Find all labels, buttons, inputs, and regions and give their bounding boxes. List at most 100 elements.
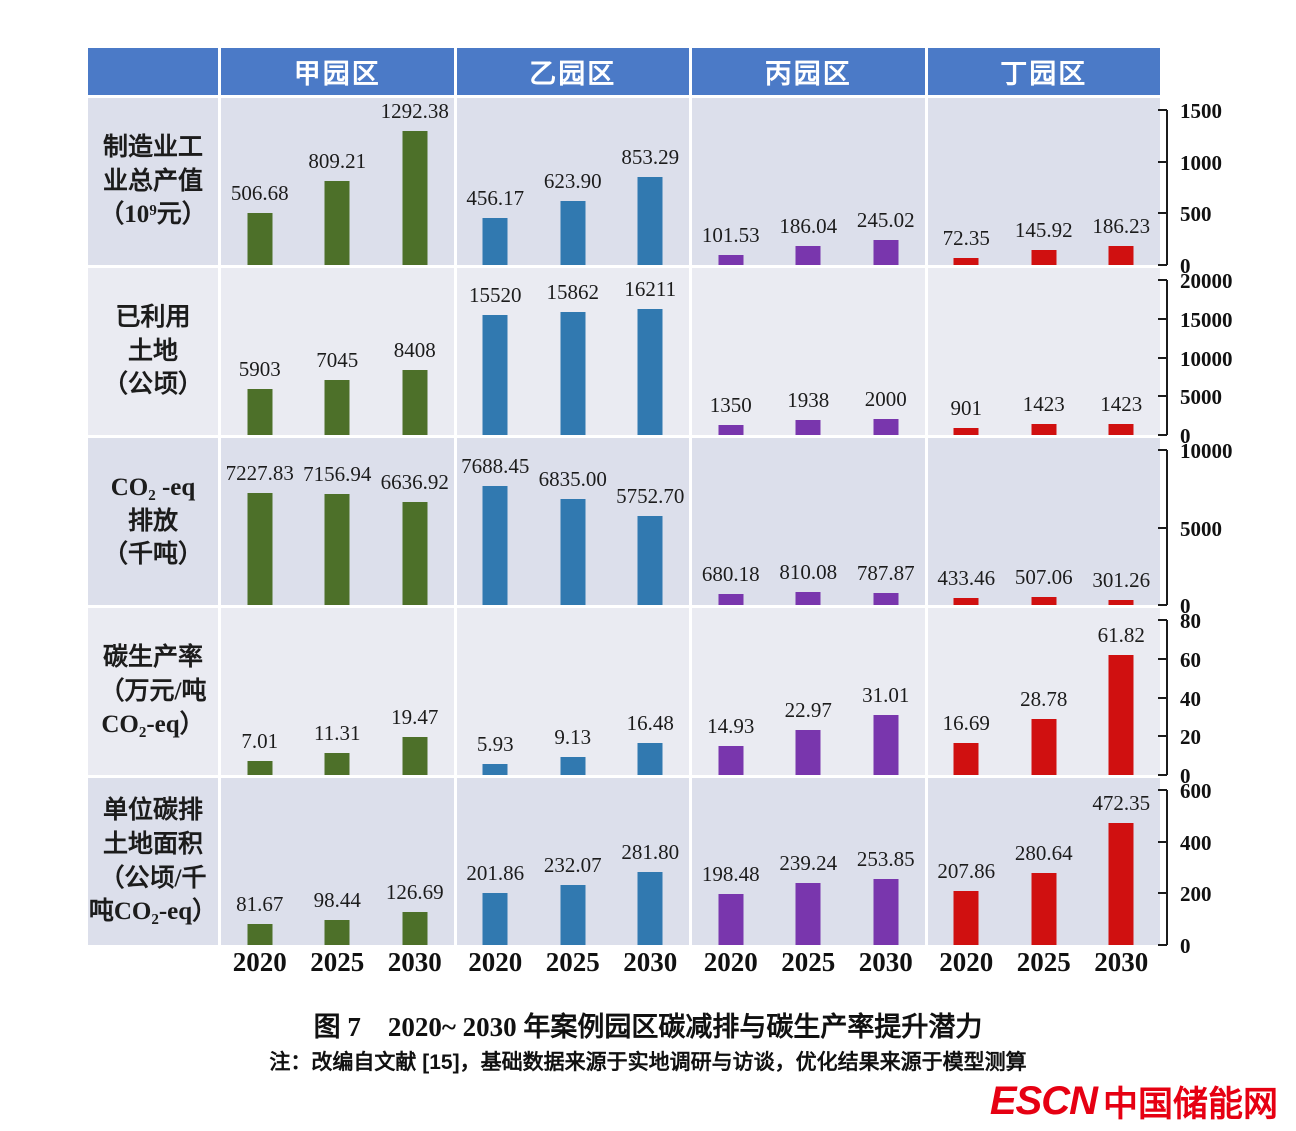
bar-2025 bbox=[795, 730, 821, 775]
x-axis-year-label: 2030 bbox=[623, 947, 678, 977]
bar-2020 bbox=[482, 486, 508, 605]
bar-value-label: 623.90 bbox=[543, 169, 602, 193]
bar-2025 bbox=[324, 181, 350, 265]
bar-value-label: 101.53 bbox=[701, 223, 760, 247]
bar-value-label: 19.47 bbox=[391, 705, 439, 729]
bar-value-label: 506.68 bbox=[230, 181, 289, 205]
bar-value-label: 1350 bbox=[709, 393, 752, 417]
bar-value-label: 16.69 bbox=[942, 711, 990, 735]
bar-value-label: 16211 bbox=[624, 277, 677, 301]
bar-2020 bbox=[482, 893, 508, 945]
panel-1-丁园区: 72.35 145.92 186.23 bbox=[927, 98, 1160, 265]
panel-3-丙园区: 680.18 810.08 787.87 bbox=[692, 438, 925, 605]
bar-2025 bbox=[1031, 424, 1057, 435]
metric-label-line: CO₂ -eq bbox=[110, 473, 196, 501]
metric-label-line: （千吨） bbox=[102, 541, 203, 569]
bar-2030 bbox=[1108, 246, 1134, 265]
bar-value-label: 28.78 bbox=[1020, 687, 1068, 711]
bar-2025 bbox=[324, 380, 350, 435]
metric-label-line: 吨CO₂-eq） bbox=[88, 898, 218, 926]
year-slot: 2020 bbox=[457, 949, 535, 985]
metric-row-1: 制造业工 业总产值 （10⁹元） 506.68 809.21 1292.38 456.17 6… bbox=[88, 98, 1160, 265]
bar-value-label: 1938 bbox=[787, 388, 830, 412]
bar-slot: 15862 bbox=[534, 268, 612, 435]
bar-value-label: 186.23 bbox=[1092, 214, 1151, 238]
bar-slot: 7227.83 bbox=[221, 438, 299, 605]
bar-value-label: 809.21 bbox=[308, 149, 367, 173]
bar-slot: 253.85 bbox=[847, 778, 925, 945]
y-axis-tick-label: 200 bbox=[1180, 882, 1212, 907]
y-axis-tick-label: 1500 bbox=[1180, 99, 1222, 123]
metric-label-line: 已利用 bbox=[115, 303, 191, 331]
y-axis-tick bbox=[1158, 434, 1167, 436]
bar-slot: 15520 bbox=[457, 268, 535, 435]
bar-slot: 207.86 bbox=[928, 778, 1006, 945]
metric-row-3: CO₂ -eq 排放 （千吨） 7227.83 7156.94 6636.92 7688.4… bbox=[88, 438, 1160, 605]
bar-value-label: 186.04 bbox=[779, 214, 838, 238]
header-corner-cell bbox=[88, 48, 218, 95]
panel-4-甲园区: 7.01 11.31 19.47 bbox=[221, 608, 454, 775]
bar-slot: 16.69 bbox=[928, 608, 1006, 775]
bar-2020 bbox=[953, 428, 979, 435]
y-axis-tick bbox=[1158, 395, 1167, 398]
panel-2-乙园区: 15520 15862 16211 bbox=[456, 268, 689, 435]
bar-slot: 680.18 bbox=[692, 438, 770, 605]
panel-3-丁园区: 433.46 507.06 301.26 bbox=[927, 438, 1161, 605]
y-axis-tick-label: 80 bbox=[1180, 609, 1201, 633]
panel-4-丙园区: 14.93 22.97 31.01 bbox=[692, 608, 925, 775]
bar-slot: 1938 bbox=[770, 268, 848, 435]
bar-2020 bbox=[247, 924, 273, 945]
bar-2030 bbox=[873, 593, 899, 605]
bar-value-label: 253.85 bbox=[856, 847, 915, 871]
year-slot: 2025 bbox=[770, 949, 848, 985]
bar-slot: 14.93 bbox=[692, 608, 770, 775]
bar-2030 bbox=[637, 743, 663, 775]
park-header-4: 丁园区 bbox=[927, 48, 1160, 95]
y-axis-tick bbox=[1158, 892, 1167, 895]
bar-slot: 61.82 bbox=[1083, 608, 1161, 775]
bar-slot: 281.80 bbox=[612, 778, 690, 945]
bar-2030 bbox=[1108, 424, 1134, 435]
bar-value-label: 14.93 bbox=[707, 714, 755, 738]
bar-2025 bbox=[560, 201, 586, 265]
bar-2020 bbox=[953, 891, 979, 945]
bar-value-label: 5.93 bbox=[476, 732, 514, 756]
bar-slot: 301.26 bbox=[1083, 438, 1161, 605]
bar-slot: 11.31 bbox=[299, 608, 377, 775]
panel-1-丙园区: 101.53 186.04 245.02 bbox=[692, 98, 925, 265]
park-header-1: 甲园区 bbox=[221, 48, 454, 95]
y-axis-line bbox=[1166, 450, 1168, 605]
y-axis-tick bbox=[1158, 356, 1167, 359]
y-axis-line bbox=[1166, 110, 1168, 265]
bar-value-label: 7.01 bbox=[241, 729, 279, 753]
x-axis-year-label: 2025 bbox=[545, 947, 600, 977]
metric-label-line: 单位碳排 bbox=[102, 797, 203, 824]
panel-2-甲园区: 5903 7045 8408 bbox=[221, 268, 454, 435]
bar-value-label: 280.64 bbox=[1014, 841, 1073, 865]
bar-slot: 239.24 bbox=[770, 778, 848, 945]
x-axis-year-label: 2025 bbox=[781, 947, 836, 977]
y-axis-tick bbox=[1158, 657, 1167, 660]
metric-label-line: （万元/吨 bbox=[99, 677, 207, 705]
year-slot: 2030 bbox=[612, 949, 690, 985]
bar-slot: 31.01 bbox=[847, 608, 925, 775]
bar-slot: 810.08 bbox=[770, 438, 848, 605]
bar-slot: 101.53 bbox=[692, 98, 770, 265]
panel-3-甲园区: 7227.83 7156.94 6636.92 bbox=[221, 438, 454, 605]
x-axis-year-label: 2025 bbox=[1016, 947, 1071, 977]
metric-label-1: 制造业工 业总产值 （10⁹元） bbox=[88, 98, 218, 265]
bar-slot: 1423 bbox=[1083, 268, 1161, 435]
bar-2020 bbox=[718, 425, 744, 435]
bar-value-label: 680.18 bbox=[701, 562, 760, 586]
y-axis-tick-label: 60 bbox=[1180, 647, 1201, 672]
bar-2030 bbox=[637, 872, 663, 945]
bar-value-label: 8408 bbox=[393, 338, 436, 362]
bar-2025 bbox=[1031, 597, 1057, 605]
y-axis-tick bbox=[1158, 264, 1167, 266]
bar-2025 bbox=[795, 592, 821, 605]
bar-slot: 456.17 bbox=[457, 98, 535, 265]
bar-2020 bbox=[953, 258, 979, 265]
y-axis-line bbox=[1166, 620, 1168, 775]
y-axis-tick bbox=[1158, 774, 1167, 776]
metric-label-line: CO₂-eq） bbox=[101, 711, 205, 739]
